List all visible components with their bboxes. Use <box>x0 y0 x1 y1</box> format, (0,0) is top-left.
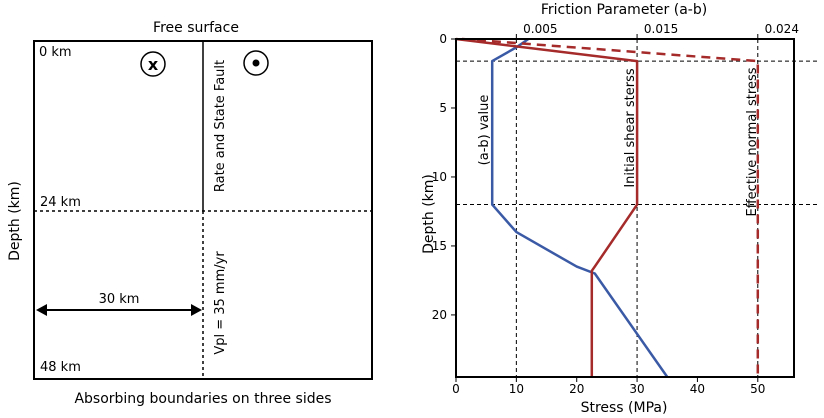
into-page-symbol: x <box>140 51 166 77</box>
x-axis-label: Stress (MPa) <box>581 400 668 416</box>
y-tick-label: 0 <box>439 32 447 46</box>
out-of-page-circle <box>243 50 269 76</box>
ab-value-annotation: (a-b) value <box>477 95 492 166</box>
y-axis-ticks: 0 5 10 15 20 <box>432 32 456 322</box>
y-tick-label: 20 <box>432 308 447 322</box>
out-of-page-dot-icon <box>252 59 260 67</box>
series-lines <box>455 37 760 378</box>
x-tick-label: 20 <box>569 382 584 396</box>
arrow-right-icon <box>191 304 202 316</box>
absorbing-boundaries-label: Absorbing boundaries on three sides <box>74 391 331 407</box>
y-tick-label: 10 <box>432 170 447 184</box>
series-line-1 <box>455 37 639 377</box>
depth-48-label: 48 km <box>40 360 81 375</box>
x-tick-label: 50 <box>750 382 765 396</box>
top-tick-label: 0.005 <box>523 22 557 36</box>
top-tick-label: 0.015 <box>644 22 678 36</box>
y-tick-label: 5 <box>439 101 447 115</box>
y-tick-label: 15 <box>432 239 447 253</box>
shear-stress-annotation: Initial shear sterss <box>623 68 638 188</box>
stress-depth-chart: Friction Parameter (a-b) Stress (MPa) De… <box>421 2 818 416</box>
x-tick-label: 40 <box>690 382 705 396</box>
into-page-cross-icon: x <box>148 55 159 74</box>
depth-24-label: 24 km <box>40 195 81 210</box>
free-surface-label: Free surface <box>153 20 239 36</box>
into-page-circle <box>140 51 166 77</box>
normal-stress-annotation: Effective normal stress <box>745 67 760 216</box>
depth-0-label: 0 km <box>39 45 72 60</box>
y-axis-label: Depth (km) <box>421 174 437 254</box>
left-depth-axis-label: Depth (km) <box>7 181 23 261</box>
x-tick-label: 30 <box>629 382 644 396</box>
series-line-2 <box>461 37 760 377</box>
x-tick-label: 10 <box>509 382 524 396</box>
out-of-page-symbol <box>243 50 269 76</box>
arrow-left-icon <box>36 304 47 316</box>
x-axis-ticks: 0 10 20 30 40 50 <box>452 377 765 396</box>
plot-frame <box>455 38 795 378</box>
top-axis-ticks: 0.005 0.015 0.024 <box>515 22 799 39</box>
width-arrow <box>36 304 202 316</box>
series-line-0 <box>490 37 669 378</box>
fault-label: Rate and State Fault <box>213 60 228 192</box>
top-axis-title: Friction Parameter (a-b) <box>541 2 707 18</box>
vpl-label: Vpl = 35 mm/yr <box>213 251 228 355</box>
x-tick-label: 0 <box>452 382 460 396</box>
width-label: 30 km <box>99 292 140 307</box>
model-domain-schematic: Free surface 0 km 24 km 48 km x Rate and… <box>7 20 373 407</box>
top-tick-label: 0.024 <box>765 22 799 36</box>
